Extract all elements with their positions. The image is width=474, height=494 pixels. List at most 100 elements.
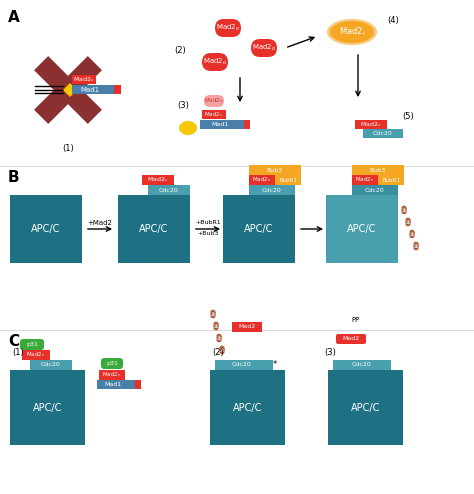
- Text: Ub: Ub: [216, 335, 222, 340]
- Bar: [22, 350, 50, 360]
- Bar: [249, 185, 295, 195]
- Text: (3): (3): [177, 100, 189, 110]
- Text: Ub: Ub: [405, 219, 411, 224]
- Text: Bub3: Bub3: [267, 167, 283, 172]
- Text: APC/C: APC/C: [33, 403, 62, 412]
- Bar: [363, 129, 403, 138]
- Text: *: *: [273, 361, 277, 370]
- Text: Ub: Ub: [401, 207, 407, 212]
- Bar: [352, 175, 378, 185]
- Text: Cdc20: Cdc20: [232, 363, 252, 368]
- Text: Ub: Ub: [213, 324, 219, 329]
- Text: Cdc20: Cdc20: [373, 131, 393, 136]
- Text: Mad2$_c$: Mad2$_c$: [360, 120, 382, 129]
- Bar: [223, 195, 295, 263]
- Text: (4): (4): [387, 15, 399, 25]
- Text: Mad2$_c$: Mad2$_c$: [147, 175, 169, 184]
- Bar: [30, 360, 72, 370]
- Text: p31: p31: [106, 361, 118, 366]
- FancyBboxPatch shape: [219, 345, 225, 355]
- Text: Mad2$_o$: Mad2$_o$: [204, 96, 224, 105]
- Bar: [10, 370, 85, 445]
- Text: Mad1: Mad1: [211, 122, 228, 127]
- Polygon shape: [34, 56, 102, 124]
- Bar: [249, 175, 275, 185]
- Text: APC/C: APC/C: [233, 403, 262, 412]
- FancyBboxPatch shape: [336, 334, 366, 344]
- Text: Mad2$_c$: Mad2$_c$: [73, 75, 95, 84]
- Text: Mad1: Mad1: [104, 382, 121, 387]
- Text: Ub: Ub: [413, 244, 419, 248]
- Ellipse shape: [327, 19, 377, 45]
- FancyBboxPatch shape: [216, 333, 222, 343]
- Text: Ub: Ub: [210, 312, 216, 317]
- Text: Mad2$_c$: Mad2$_c$: [102, 370, 122, 379]
- Text: A: A: [8, 10, 20, 25]
- Text: (1): (1): [12, 347, 24, 357]
- Text: BubR1: BubR1: [382, 177, 400, 182]
- Text: Mad2$_o$: Mad2$_o$: [252, 43, 276, 53]
- FancyBboxPatch shape: [401, 205, 407, 215]
- Text: APC/C: APC/C: [139, 224, 169, 234]
- Text: Mad2$_c$: Mad2$_c$: [204, 110, 224, 119]
- Text: (2): (2): [174, 45, 186, 54]
- Bar: [202, 110, 226, 119]
- Polygon shape: [34, 56, 102, 124]
- Bar: [326, 195, 398, 263]
- Text: APC/C: APC/C: [31, 224, 61, 234]
- Bar: [99, 370, 125, 380]
- Bar: [97, 380, 135, 389]
- Bar: [232, 322, 262, 332]
- Ellipse shape: [179, 121, 197, 135]
- Text: Mad2: Mad2: [238, 325, 255, 329]
- Text: Cdc20: Cdc20: [41, 363, 61, 368]
- Bar: [148, 185, 190, 195]
- Text: Cdc20: Cdc20: [352, 363, 372, 368]
- Text: (3): (3): [324, 347, 336, 357]
- Bar: [200, 120, 244, 129]
- Text: Mad2: Mad2: [342, 336, 360, 341]
- Text: Bub3: Bub3: [370, 167, 386, 172]
- Text: Ub: Ub: [219, 347, 225, 353]
- FancyBboxPatch shape: [251, 39, 277, 57]
- Text: Mad2$_o$: Mad2$_o$: [203, 57, 227, 67]
- Text: B: B: [8, 170, 19, 185]
- Text: Cdc20: Cdc20: [159, 188, 179, 193]
- Bar: [142, 175, 174, 185]
- Bar: [135, 380, 141, 389]
- Text: PP: PP: [352, 317, 360, 323]
- FancyBboxPatch shape: [20, 339, 44, 350]
- Bar: [215, 360, 273, 370]
- FancyBboxPatch shape: [101, 358, 123, 369]
- FancyBboxPatch shape: [405, 217, 411, 227]
- Bar: [378, 175, 404, 185]
- Polygon shape: [63, 83, 77, 97]
- Text: +Bub3: +Bub3: [197, 231, 219, 236]
- Bar: [275, 175, 301, 185]
- Bar: [72, 75, 96, 84]
- Bar: [118, 195, 190, 263]
- Bar: [210, 370, 285, 445]
- Text: Mad2$_i$: Mad2$_i$: [338, 26, 365, 38]
- FancyBboxPatch shape: [215, 19, 241, 37]
- Text: +Mad2: +Mad2: [88, 220, 112, 226]
- FancyBboxPatch shape: [413, 241, 419, 251]
- Text: Cdc20: Cdc20: [262, 188, 282, 193]
- Text: Ub: Ub: [409, 232, 415, 237]
- FancyBboxPatch shape: [210, 309, 216, 319]
- Bar: [352, 165, 404, 175]
- Bar: [333, 360, 391, 370]
- Text: (1): (1): [62, 143, 74, 153]
- Text: APC/C: APC/C: [244, 224, 273, 234]
- Text: Mad2$_c$: Mad2$_c$: [252, 175, 272, 184]
- Text: Mad2$_c$: Mad2$_c$: [27, 351, 46, 360]
- Ellipse shape: [330, 21, 374, 43]
- FancyBboxPatch shape: [202, 53, 228, 71]
- Bar: [72, 85, 114, 94]
- Text: (5): (5): [402, 112, 414, 121]
- Text: Mad2$_c$: Mad2$_c$: [356, 175, 374, 184]
- Bar: [328, 370, 403, 445]
- Bar: [355, 120, 387, 129]
- Text: +BubR1: +BubR1: [195, 219, 221, 224]
- Bar: [114, 85, 121, 94]
